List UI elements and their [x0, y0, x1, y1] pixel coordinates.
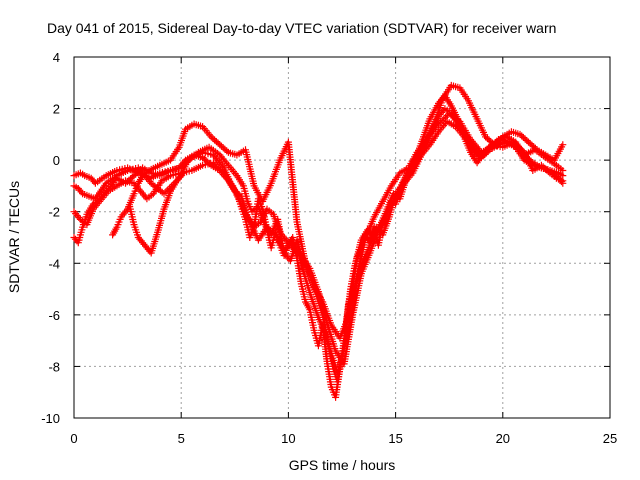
data-point: [216, 141, 224, 149]
data-point: [285, 242, 293, 250]
data-point: [531, 144, 539, 152]
x-axis-title: GPS time / hours: [289, 457, 396, 473]
y-tick-label: -2: [48, 205, 60, 220]
data-point: [280, 246, 288, 254]
data-point: [134, 169, 141, 176]
x-tick-label: 15: [388, 431, 402, 446]
x-tick-label: 25: [603, 431, 617, 446]
data-point: [521, 135, 529, 143]
x-tick-label: 0: [70, 431, 77, 446]
data-point: [438, 117, 446, 125]
data-point: [495, 136, 503, 144]
data-point: [485, 136, 493, 144]
x-tick-label: 20: [496, 431, 510, 446]
data-point: [516, 130, 524, 138]
series-track-4: [70, 110, 567, 368]
series-layer: [70, 81, 567, 401]
y-tick-label: 4: [53, 50, 60, 65]
data-point: [553, 173, 561, 181]
data-point: [530, 143, 538, 151]
x-tick-label: 5: [178, 431, 185, 446]
data-point: [548, 168, 556, 176]
data-point: [135, 167, 143, 175]
x-tick-label: 10: [281, 431, 295, 446]
data-point: [494, 138, 502, 146]
data-point: [219, 144, 227, 152]
data-point: [268, 228, 276, 236]
axis-ticks: [73, 56, 611, 419]
y-axis-title: SDTVAR / TECUs: [6, 181, 22, 293]
data-point: [483, 135, 491, 142]
data-point: [519, 134, 527, 141]
series-track-5: [109, 81, 567, 342]
data-point: [528, 141, 536, 149]
y-tick-label: -8: [48, 359, 60, 374]
data-point: [266, 226, 274, 234]
data-point: [559, 179, 567, 187]
data-point: [179, 169, 187, 177]
data-point: [212, 138, 220, 146]
data-point: [519, 149, 526, 157]
data-point: [557, 178, 565, 186]
chart-title: Day 041 of 2015, Sidereal Day-to-day VTE…: [47, 20, 556, 36]
y-tick-label: 2: [53, 102, 60, 117]
data-point: [209, 159, 217, 167]
data-point: [523, 137, 531, 144]
grid: [74, 57, 610, 418]
data-point: [497, 135, 505, 142]
data-point: [549, 170, 557, 178]
y-tick-labels: -10 -8 -6 -4 -2 0 2 4: [41, 50, 60, 426]
data-point: [200, 155, 208, 163]
data-point: [490, 141, 498, 149]
y-tick-label: -10: [41, 411, 60, 426]
data-point: [223, 147, 231, 155]
data-point: [487, 138, 495, 146]
y-tick-label: 0: [53, 153, 60, 168]
data-point: [546, 167, 554, 174]
series-track-6: [126, 169, 187, 257]
data-point: [270, 229, 278, 237]
data-point: [218, 142, 225, 150]
data-point: [282, 245, 290, 253]
data-point: [559, 141, 567, 149]
y-tick-label: -6: [48, 308, 60, 323]
data-point: [559, 167, 567, 174]
data-point: [209, 135, 217, 142]
data-point: [130, 172, 138, 180]
data-point: [518, 132, 526, 140]
x-tick-labels: 0 5 10 15 20 25: [70, 431, 617, 446]
data-point: [525, 138, 532, 146]
y-tick-label: -4: [48, 256, 60, 271]
data-point: [207, 133, 215, 141]
data-point: [551, 171, 559, 179]
data-point: [263, 223, 271, 231]
data-point: [265, 225, 273, 233]
data-point: [214, 139, 222, 147]
